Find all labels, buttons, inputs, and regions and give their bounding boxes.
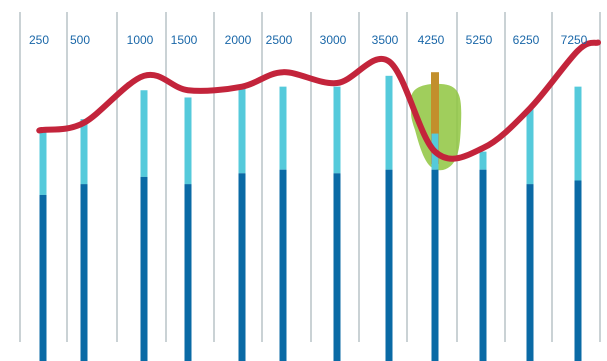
bar-dark-4250 <box>431 169 439 361</box>
tick-label-7250: 7250 <box>561 33 588 47</box>
bar-light-2000 <box>238 86 246 174</box>
bar-light-3000 <box>333 86 341 174</box>
tick-label-3500: 3500 <box>372 33 399 47</box>
tick-label-2000: 2000 <box>225 33 252 47</box>
bar-dark-1000 <box>140 176 148 361</box>
tick-label-500: 500 <box>70 33 90 47</box>
tick-label-1500: 1500 <box>171 33 198 47</box>
bar-dark-2500 <box>279 169 287 361</box>
trend-line-group <box>36 39 601 162</box>
bar-dark-250 <box>39 194 47 361</box>
bar-light-3500 <box>385 75 393 170</box>
tick-label-3000: 3000 <box>320 33 347 47</box>
trend-line <box>36 39 601 162</box>
bar-light-1000 <box>140 90 148 177</box>
bar-light-250 <box>39 129 47 195</box>
bar-dark-5250 <box>479 169 487 361</box>
tick-label-2500: 2500 <box>266 33 293 47</box>
bar-dark-2000 <box>238 173 246 361</box>
bar-dark-3000 <box>333 173 341 361</box>
highlight-bar <box>431 72 439 164</box>
bar-dark-7250 <box>574 180 582 361</box>
tick-label-6250: 6250 <box>513 33 540 47</box>
bar-dark-3500 <box>385 169 393 361</box>
tick-label-250: 250 <box>29 33 49 47</box>
bar-light-7250 <box>574 86 582 181</box>
bar-dark-6250 <box>526 184 534 361</box>
highlight-marker-group <box>410 72 462 171</box>
bar-light-5250 <box>479 151 487 170</box>
bar-light-500 <box>80 119 88 185</box>
bars-group <box>39 75 582 361</box>
bar-dark-500 <box>80 184 88 361</box>
bar-light-1500 <box>184 97 192 185</box>
tick-label-4250: 4250 <box>418 33 445 47</box>
tick-labels-group: 250 500 1000 1500 2000 2500 3000 3500 4250 5250 62… <box>29 33 588 47</box>
bar-light-6250 <box>526 108 534 185</box>
tick-label-5250: 5250 <box>466 33 493 47</box>
bar-dark-1500 <box>184 184 192 361</box>
column-dividers <box>19 12 601 342</box>
tick-label-1000: 1000 <box>127 33 154 47</box>
bar-light-2500 <box>279 86 287 170</box>
